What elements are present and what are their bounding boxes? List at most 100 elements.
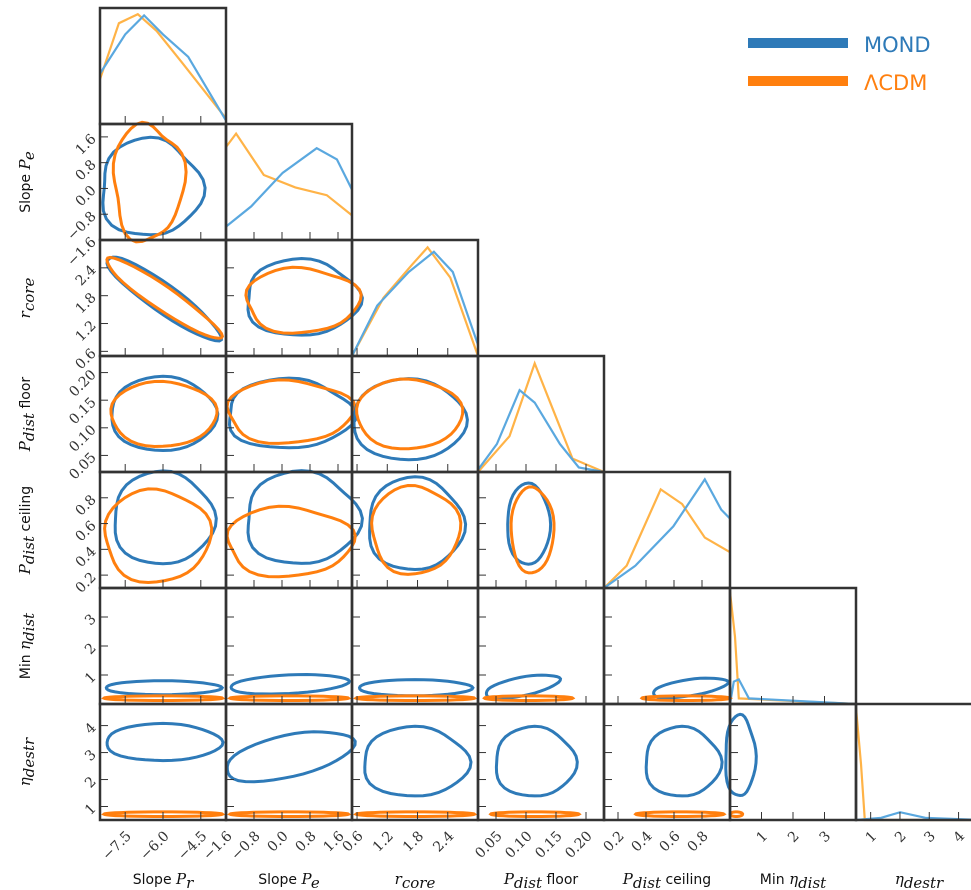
y-axis-label-slope_pe: Slope Pe <box>16 151 38 213</box>
x-tick-label-p_ceiling: 0.4 <box>629 828 656 855</box>
contour-lcdm-min_eta-slope_pr <box>101 694 226 702</box>
x-tick-label-slope_pe: −0.8 <box>228 828 263 863</box>
x-tick-label-p_ceiling: 0.2 <box>601 828 628 855</box>
contour-lcdm-eta_destr-min_eta <box>728 810 745 818</box>
panel-eta_destr-eta_destr <box>854 702 971 822</box>
y-axis-label-p_floor: Pdist floor <box>16 377 38 453</box>
panel-eta_destr-p_ceiling <box>602 702 732 822</box>
x-tick-label-slope_pe: 0.0 <box>265 828 292 855</box>
diag-curve-lcdm-slope_pe <box>225 131 353 217</box>
y-tick-label-slope_pe: 1.6 <box>73 131 100 158</box>
panel-slope_pe-slope_pr <box>98 122 228 242</box>
legend-swatch-lcdm <box>748 76 848 86</box>
y-tick-label-r_core: 1.2 <box>73 318 100 345</box>
diag-curve-mond-p_ceiling <box>603 477 731 589</box>
contour-mond-eta_destr-r_core <box>363 724 473 798</box>
x-tick-label-min_eta: 3 <box>816 828 834 846</box>
contour-mond-min_eta-slope_pr <box>104 679 225 697</box>
x-tick-label-eta_destr: 2 <box>892 828 910 846</box>
contour-lcdm-p_floor-slope_pr <box>109 379 219 449</box>
diag-curve-lcdm-slope_pr <box>98 12 227 120</box>
x-tick-label-p_ceiling: 0.8 <box>685 828 712 855</box>
panel-p_ceiling-slope_pe <box>224 470 354 590</box>
panel-p_floor-slope_pr <box>98 354 228 474</box>
y-axis-label-r_core: rcore <box>16 278 38 319</box>
contour-lcdm-eta_destr-slope_pr <box>101 810 226 818</box>
contour-mond-eta_destr-slope_pe <box>225 730 357 784</box>
legend: MOND ΛCDM <box>748 33 931 95</box>
contour-mond-min_eta-p_ceiling <box>652 676 731 700</box>
diag-curve-mond-slope_pe <box>225 146 353 228</box>
y-tick-label-slope_pe: −0.8 <box>64 209 99 244</box>
legend-label-lcdm: ΛCDM <box>864 71 927 95</box>
y-tick-label-p_floor: 0.20 <box>66 367 99 400</box>
panel-min_eta-min_eta <box>728 586 858 706</box>
diag-curve-mond-r_core <box>351 250 480 357</box>
panel-r_core-r_core <box>350 238 480 358</box>
panel-slope_pe-slope_pe <box>224 122 354 242</box>
x-tick-label-p_floor: 0.15 <box>532 828 565 861</box>
contour-mond-min_eta-slope_pe <box>229 672 352 696</box>
panel-eta_destr-min_eta <box>728 702 858 822</box>
x-axis-label-p_ceiling: Pdist ceiling <box>622 870 711 890</box>
panel-eta_destr-r_core <box>350 702 480 822</box>
y-tick-label-slope_pe: −1.6 <box>64 234 99 269</box>
x-tick-label-p_floor: 0.05 <box>472 828 505 861</box>
y-tick-label-eta_destr: 4 <box>82 720 100 738</box>
diag-curve-lcdm-p_ceiling <box>603 487 731 589</box>
y-tick-label-eta_destr: 3 <box>82 747 100 765</box>
contour-mond-eta_destr-slope_pr <box>105 721 225 763</box>
contour-lcdm-p_ceiling-slope_pr <box>103 487 214 585</box>
contour-mond-r_core-slope_pr <box>105 255 223 343</box>
contour-lcdm-p_ceiling-p_floor <box>509 485 556 575</box>
diag-curve-lcdm-min_eta <box>728 591 857 706</box>
x-axis-label-slope_pe: Slope Pe <box>258 870 320 890</box>
panel-p_ceiling-p_floor <box>476 470 606 590</box>
axes-frames <box>98 6 971 822</box>
contour-lcdm-r_core-slope_pr <box>105 255 225 340</box>
contour-mond-eta_destr-p_floor <box>494 724 579 798</box>
x-tick-label-eta_destr: 3 <box>921 828 939 846</box>
y-tick-label-min_eta: 2 <box>82 640 100 658</box>
panel-p_floor-r_core <box>350 354 480 474</box>
contour-mond-eta_destr-min_eta <box>724 712 758 798</box>
x-tick-label-slope_pe: 0.8 <box>293 828 320 855</box>
panel-min_eta-p_floor <box>476 586 606 706</box>
x-axis-label-r_core: rcore <box>395 870 436 890</box>
axis-labels: Slope Pr Slope Pe rcore Pdist floor Pdist ce… <box>16 151 944 890</box>
panel-min_eta-slope_pr <box>98 586 228 706</box>
diag-curve-lcdm-p_floor <box>477 360 605 474</box>
y-tick-label-eta_destr: 2 <box>82 774 100 792</box>
y-tick-label-min_eta: 1 <box>82 669 100 687</box>
x-tick-label-eta_destr: 4 <box>951 828 969 846</box>
distribution-curves <box>98 12 971 822</box>
contour-lcdm-eta_destr-p_floor <box>488 810 582 818</box>
y-tick-label-slope_pe: 0.8 <box>73 157 100 184</box>
x-tick-label-p_floor: 0.10 <box>502 828 535 861</box>
y-tick-label-p_ceiling: 0.2 <box>73 569 100 596</box>
panel-min_eta-p_ceiling <box>602 586 732 706</box>
y-axis-label-min_eta: Min ηdist <box>16 612 38 679</box>
panel-p_floor-slope_pe <box>224 354 354 474</box>
contour-lcdm-p_floor-slope_pe <box>225 378 357 445</box>
x-tick-label-r_core: 1.2 <box>370 828 397 855</box>
contour-mond-min_eta-r_core <box>357 678 475 698</box>
y-tick-label-p_ceiling: 0.4 <box>73 544 100 571</box>
panel-min_eta-r_core <box>350 586 480 706</box>
contour-lcdm-eta_destr-p_ceiling <box>633 810 727 818</box>
x-tick-label-r_core: 0.6 <box>340 828 367 855</box>
x-axis-label-slope_pr: Slope Pr <box>133 870 194 890</box>
x-axis-label-p_floor: Pdist floor <box>503 870 579 890</box>
contour-lcdm-p_ceiling-slope_pe <box>225 504 357 579</box>
y-tick-label-p_floor: 0.05 <box>66 450 99 483</box>
x-tick-label-slope_pr: −6.0 <box>137 828 172 863</box>
legend-swatch-mond <box>748 38 848 48</box>
x-axis-label-min_eta: Min ηdist <box>760 870 827 890</box>
x-axis-label-eta_destr: ηdestr <box>895 870 944 890</box>
diag-curve-lcdm-eta_destr <box>854 707 971 822</box>
contour-lcdm-min_eta-p_ceiling <box>639 694 733 702</box>
contour-mond-slope_pe-slope_pr <box>101 135 207 237</box>
x-tick-label-min_eta: 2 <box>785 828 803 846</box>
x-tick-label-p_floor: 0.20 <box>562 828 595 861</box>
y-tick-label-p_ceiling: 0.6 <box>73 518 100 545</box>
